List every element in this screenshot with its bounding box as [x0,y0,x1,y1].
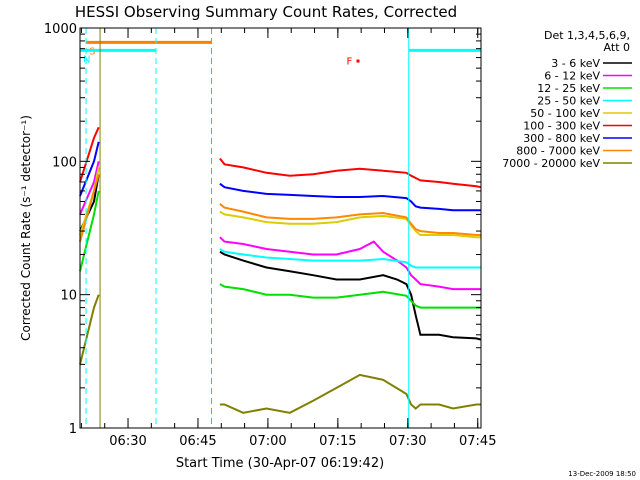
plot-frame [79,27,482,429]
flag-marker-dot [356,59,360,63]
legend-label-6-12-kev: 6 - 12 keV [544,70,600,83]
legend-label-12-25-kev: 12 - 25 keV [537,82,600,95]
y-tick-label-1000: 1000 [44,22,77,37]
flag-bar-label-s: S [89,46,95,57]
footer-date: 13-Dec-2009 18:50 [568,470,636,478]
legend-title-line-1: Det 1,3,4,5,6,9, [544,29,630,42]
x-tick-label-07-15: 07:15 [319,434,356,449]
series-line-6-12-kev [79,161,481,291]
x-tick-label-06-45: 06:45 [179,434,216,449]
legend-label-300-800-kev: 300 - 800 keV [523,132,600,145]
series-line-7000-20000-kev [79,294,481,414]
y-tick-label-1: 1 [69,422,77,437]
series-line-12-25-kev [79,190,481,309]
legend-label-100-300-kev: 100 - 300 keV [523,120,600,133]
y-axis-label: Corrected Count Rate (s⁻¹ detector⁻¹) [19,115,33,341]
series-line-800-7000-kev [79,174,481,242]
x-tick-label-07-45: 07:45 [459,434,496,449]
y-tick-label-100: 100 [52,155,77,170]
legend-label-3-6-kev: 3 - 6 keV [551,57,600,70]
y-tick-label-10: 10 [60,289,77,304]
flag-marker-f: F [347,57,353,68]
series-line-300-800-kev [79,141,481,212]
chart-title: HESSI Observing Summary Count Rates, Cor… [75,3,457,21]
x-axis-label: Start Time (30-Apr-07 06:19:42) [176,456,384,471]
legend-title-line-2: Att 0 [604,41,630,54]
x-tick-label-07-00: 07:00 [249,434,286,449]
flag-bars: SN F [80,40,481,68]
x-tick-label-07-30: 07:30 [389,434,426,449]
legend-label-50-100-kev: 50 - 100 keV [530,107,600,120]
x-axis-ticks: 06:30 06:45 07:00 07:15 07:30 07:45 [80,28,496,449]
y-axis-ticks: 1 10 100 1000 [44,22,481,437]
legend-label-800-7000-kev: 800 - 7000 keV [516,145,600,158]
legend-label-7000-20000-kev: 7000 - 20000 keV [502,157,600,170]
flag-bar-label-n: N [83,54,90,65]
legend-label-25-50-kev: 25 - 50 keV [537,95,600,108]
x-tick-label-06-30: 06:30 [109,434,146,449]
